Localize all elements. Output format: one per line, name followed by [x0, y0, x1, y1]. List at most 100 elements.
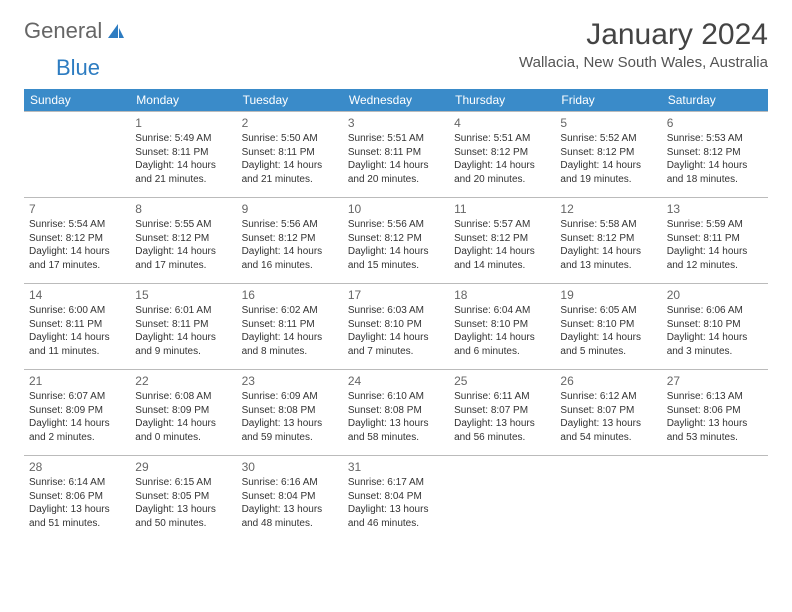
- sunrise-line: Sunrise: 5:57 AM: [454, 218, 550, 232]
- sunrise-line: Sunrise: 6:15 AM: [135, 476, 231, 490]
- day-number: 10: [348, 201, 444, 217]
- sunset-line: Sunset: 8:06 PM: [667, 404, 763, 418]
- brand-logo: General: [24, 18, 130, 44]
- day-number: 7: [29, 201, 125, 217]
- weekday-header: Thursday: [449, 89, 555, 112]
- calendar-day-cell: 16Sunrise: 6:02 AMSunset: 8:11 PMDayligh…: [237, 284, 343, 370]
- sunset-line: Sunset: 8:11 PM: [348, 146, 444, 160]
- day-number: 24: [348, 373, 444, 389]
- sunrise-line: Sunrise: 6:02 AM: [242, 304, 338, 318]
- calendar-day-cell: 27Sunrise: 6:13 AMSunset: 8:06 PMDayligh…: [662, 370, 768, 456]
- daylight-line: Daylight: 13 hours and 56 minutes.: [454, 417, 550, 444]
- sunset-line: Sunset: 8:11 PM: [667, 232, 763, 246]
- calendar-empty-cell: [449, 456, 555, 542]
- calendar-day-cell: 2Sunrise: 5:50 AMSunset: 8:11 PMDaylight…: [237, 112, 343, 198]
- day-number: 19: [560, 287, 656, 303]
- sunset-line: Sunset: 8:04 PM: [242, 490, 338, 504]
- daylight-line: Daylight: 14 hours and 21 minutes.: [135, 159, 231, 186]
- daylight-line: Daylight: 14 hours and 3 minutes.: [667, 331, 763, 358]
- calendar-day-cell: 22Sunrise: 6:08 AMSunset: 8:09 PMDayligh…: [130, 370, 236, 456]
- calendar-week-row: 1Sunrise: 5:49 AMSunset: 8:11 PMDaylight…: [24, 112, 768, 198]
- day-number: 18: [454, 287, 550, 303]
- brand-name-1: General: [24, 18, 102, 44]
- sunset-line: Sunset: 8:12 PM: [135, 232, 231, 246]
- sunset-line: Sunset: 8:11 PM: [242, 318, 338, 332]
- sunrise-line: Sunrise: 6:11 AM: [454, 390, 550, 404]
- daylight-line: Daylight: 14 hours and 21 minutes.: [242, 159, 338, 186]
- calendar-day-cell: 19Sunrise: 6:05 AMSunset: 8:10 PMDayligh…: [555, 284, 661, 370]
- day-number: 14: [29, 287, 125, 303]
- sunrise-line: Sunrise: 5:51 AM: [454, 132, 550, 146]
- day-number: 29: [135, 459, 231, 475]
- day-number: 1: [135, 115, 231, 131]
- sunrise-line: Sunrise: 6:16 AM: [242, 476, 338, 490]
- sunset-line: Sunset: 8:11 PM: [135, 146, 231, 160]
- calendar-day-cell: 29Sunrise: 6:15 AMSunset: 8:05 PMDayligh…: [130, 456, 236, 542]
- sunrise-line: Sunrise: 6:00 AM: [29, 304, 125, 318]
- sunrise-line: Sunrise: 5:53 AM: [667, 132, 763, 146]
- sunset-line: Sunset: 8:12 PM: [454, 232, 550, 246]
- sunrise-line: Sunrise: 6:09 AM: [242, 390, 338, 404]
- sunset-line: Sunset: 8:10 PM: [560, 318, 656, 332]
- sunset-line: Sunset: 8:12 PM: [242, 232, 338, 246]
- sunrise-line: Sunrise: 5:59 AM: [667, 218, 763, 232]
- calendar-day-cell: 12Sunrise: 5:58 AMSunset: 8:12 PMDayligh…: [555, 198, 661, 284]
- weekday-header: Saturday: [662, 89, 768, 112]
- day-number: 2: [242, 115, 338, 131]
- sunset-line: Sunset: 8:12 PM: [348, 232, 444, 246]
- sunrise-line: Sunrise: 6:03 AM: [348, 304, 444, 318]
- day-number: 17: [348, 287, 444, 303]
- daylight-line: Daylight: 14 hours and 2 minutes.: [29, 417, 125, 444]
- sail-icon: [106, 22, 126, 40]
- sunrise-line: Sunrise: 5:58 AM: [560, 218, 656, 232]
- calendar-header-row: SundayMondayTuesdayWednesdayThursdayFrid…: [24, 89, 768, 112]
- sunrise-line: Sunrise: 5:56 AM: [242, 218, 338, 232]
- calendar-body: 1Sunrise: 5:49 AMSunset: 8:11 PMDaylight…: [24, 112, 768, 542]
- calendar-day-cell: 11Sunrise: 5:57 AMSunset: 8:12 PMDayligh…: [449, 198, 555, 284]
- calendar-day-cell: 13Sunrise: 5:59 AMSunset: 8:11 PMDayligh…: [662, 198, 768, 284]
- calendar-day-cell: 30Sunrise: 6:16 AMSunset: 8:04 PMDayligh…: [237, 456, 343, 542]
- calendar-empty-cell: [662, 456, 768, 542]
- day-number: 28: [29, 459, 125, 475]
- sunrise-line: Sunrise: 6:12 AM: [560, 390, 656, 404]
- weekday-header: Monday: [130, 89, 236, 112]
- calendar-day-cell: 3Sunrise: 5:51 AMSunset: 8:11 PMDaylight…: [343, 112, 449, 198]
- calendar-day-cell: 18Sunrise: 6:04 AMSunset: 8:10 PMDayligh…: [449, 284, 555, 370]
- daylight-line: Daylight: 13 hours and 48 minutes.: [242, 503, 338, 530]
- weekday-header: Tuesday: [237, 89, 343, 112]
- calendar-day-cell: 6Sunrise: 5:53 AMSunset: 8:12 PMDaylight…: [662, 112, 768, 198]
- sunrise-line: Sunrise: 6:01 AM: [135, 304, 231, 318]
- day-number: 12: [560, 201, 656, 217]
- daylight-line: Daylight: 13 hours and 59 minutes.: [242, 417, 338, 444]
- calendar-week-row: 21Sunrise: 6:07 AMSunset: 8:09 PMDayligh…: [24, 370, 768, 456]
- day-number: 5: [560, 115, 656, 131]
- sunset-line: Sunset: 8:12 PM: [454, 146, 550, 160]
- day-number: 31: [348, 459, 444, 475]
- sunset-line: Sunset: 8:10 PM: [667, 318, 763, 332]
- sunset-line: Sunset: 8:09 PM: [29, 404, 125, 418]
- day-number: 27: [667, 373, 763, 389]
- calendar-day-cell: 9Sunrise: 5:56 AMSunset: 8:12 PMDaylight…: [237, 198, 343, 284]
- calendar-week-row: 28Sunrise: 6:14 AMSunset: 8:06 PMDayligh…: [24, 456, 768, 542]
- calendar-day-cell: 4Sunrise: 5:51 AMSunset: 8:12 PMDaylight…: [449, 112, 555, 198]
- day-number: 6: [667, 115, 763, 131]
- calendar-day-cell: 5Sunrise: 5:52 AMSunset: 8:12 PMDaylight…: [555, 112, 661, 198]
- daylight-line: Daylight: 13 hours and 46 minutes.: [348, 503, 444, 530]
- sunset-line: Sunset: 8:12 PM: [560, 232, 656, 246]
- daylight-line: Daylight: 14 hours and 0 minutes.: [135, 417, 231, 444]
- calendar-day-cell: 24Sunrise: 6:10 AMSunset: 8:08 PMDayligh…: [343, 370, 449, 456]
- daylight-line: Daylight: 14 hours and 19 minutes.: [560, 159, 656, 186]
- daylight-line: Daylight: 14 hours and 20 minutes.: [348, 159, 444, 186]
- calendar-day-cell: 17Sunrise: 6:03 AMSunset: 8:10 PMDayligh…: [343, 284, 449, 370]
- calendar-day-cell: 21Sunrise: 6:07 AMSunset: 8:09 PMDayligh…: [24, 370, 130, 456]
- sunset-line: Sunset: 8:11 PM: [29, 318, 125, 332]
- sunset-line: Sunset: 8:11 PM: [135, 318, 231, 332]
- weekday-header: Friday: [555, 89, 661, 112]
- sunset-line: Sunset: 8:07 PM: [454, 404, 550, 418]
- daylight-line: Daylight: 14 hours and 17 minutes.: [29, 245, 125, 272]
- calendar-day-cell: 1Sunrise: 5:49 AMSunset: 8:11 PMDaylight…: [130, 112, 236, 198]
- calendar-empty-cell: [555, 456, 661, 542]
- calendar-week-row: 14Sunrise: 6:00 AMSunset: 8:11 PMDayligh…: [24, 284, 768, 370]
- sunrise-line: Sunrise: 6:08 AM: [135, 390, 231, 404]
- sunset-line: Sunset: 8:10 PM: [454, 318, 550, 332]
